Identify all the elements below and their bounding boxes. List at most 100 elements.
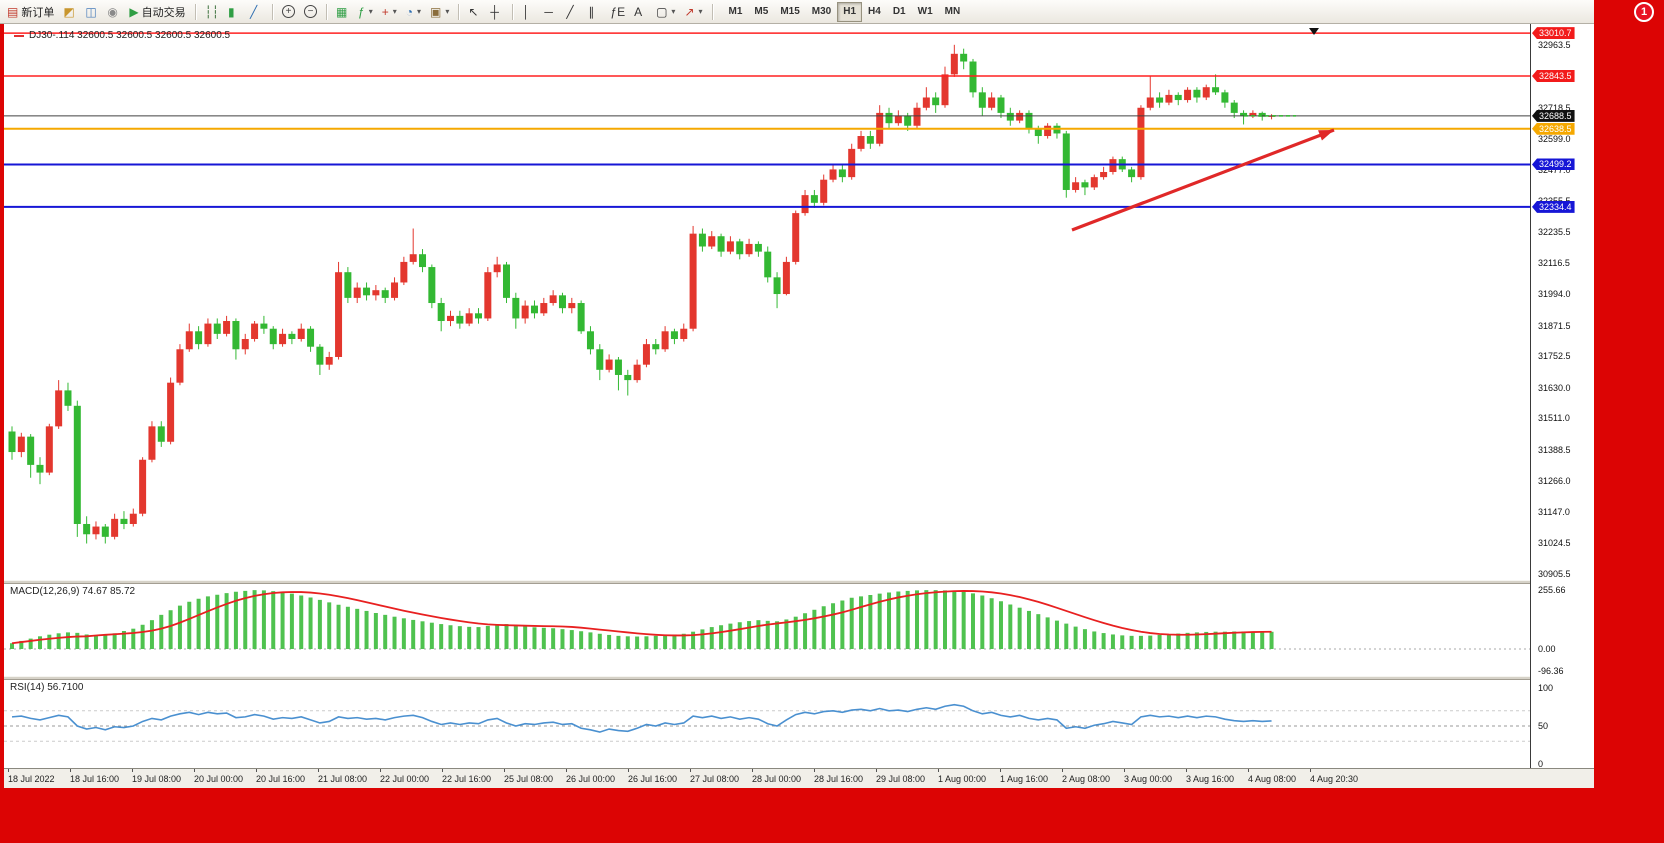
time-label: 4 Aug 08:00 <box>1248 769 1297 784</box>
notification-badge[interactable]: 1 <box>1634 2 1654 22</box>
ohlc-bars-icon-glyph: ┆┆ <box>204 4 220 19</box>
price-tick: 31871.5 <box>1538 320 1571 331</box>
timeframe-group: M1 M5 M15 M30 H1 H4 D1 W1 MN <box>723 1 967 22</box>
auto-trading-button[interactable]: ▶ 自动交易 <box>125 2 189 22</box>
add-indicator-icon[interactable]: + ▾ <box>378 2 401 22</box>
price-tick: 31147.0 <box>1538 506 1570 517</box>
trend-arrow[interactable] <box>1071 128 1335 232</box>
line-chart-icon[interactable]: ╱ <box>246 2 267 22</box>
profiles-icon[interactable]: ◫ <box>81 2 102 22</box>
line-start-marker <box>14 34 24 37</box>
fibonacci-icon[interactable]: ƒE <box>606 2 629 22</box>
time-label: 2 Aug 08:00 <box>1062 769 1111 784</box>
price-tick: 31752.5 <box>1538 351 1571 362</box>
shapes-icon[interactable]: ▢ ▾ <box>652 2 679 22</box>
time-label: 22 Jul 16:00 <box>442 769 492 784</box>
candlestick-series <box>8 44 1276 544</box>
new-order-glyph: ▤ <box>7 4 19 19</box>
ohlc-text: DJ30-.114 32600.5 32600.5 32600.5 32600.… <box>29 30 231 41</box>
macd-panel[interactable] <box>4 584 1530 676</box>
candlestick-icon-glyph: ▮ <box>228 4 235 19</box>
timeframe-m5[interactable]: M5 <box>748 2 774 22</box>
toolbar-separator <box>512 3 514 20</box>
panel-splitter[interactable] <box>4 676 1594 680</box>
zoom-out-icon[interactable]: − <box>300 2 321 22</box>
price-tick: 32235.5 <box>1538 227 1571 238</box>
price-axis[interactable]: 32963.532718.532599.032477.032355.532235… <box>1530 24 1594 769</box>
channel-icon-glyph: ∥ <box>588 4 595 19</box>
chevron-down-icon: ▾ <box>671 7 676 16</box>
periods-icon-glyph: ◔ <box>405 4 414 19</box>
cursor-icon[interactable]: ↖ <box>464 2 485 22</box>
ohlc-bars-icon[interactable]: ┆┆ <box>201 2 223 22</box>
toolbar-items: ▤ 新订单 ◩ ◫ ◉ ▶ 自动交易 ┆┆ ▮ ╱ + − ▦ ƒ ▾ + ▾ ◔ ▾ ▣ ▾ ↖ ┼ │ ─ ╱ ∥ ƒE A ▢ ▾ ↗ ▾… <box>3 1 967 22</box>
indicators-icon-glyph: ƒ <box>358 4 365 19</box>
trendline-icon[interactable]: ╱ <box>562 2 583 22</box>
vertical-line-icon[interactable]: │ <box>518 2 539 22</box>
price-tick: 32963.5 <box>1538 40 1571 51</box>
new-order-button[interactable]: ▤ 新订单 <box>3 2 58 22</box>
text-icon[interactable]: A <box>630 2 651 22</box>
timeframe-h4[interactable]: H4 <box>862 2 887 22</box>
refresh-icon[interactable]: ◉ <box>103 2 124 22</box>
chart-window: DJ30-.114 32600.5 32600.5 32600.5 32600.… <box>4 24 1594 788</box>
time-label: 26 Jul 00:00 <box>566 769 616 784</box>
zoom-in-icon[interactable]: + <box>278 2 299 22</box>
macd-axis-label: 255.66 <box>1538 585 1566 595</box>
arrows-icon[interactable]: ↗ ▾ <box>680 2 706 22</box>
trendline-icon-glyph: ╱ <box>566 4 574 19</box>
candlestick-icon[interactable]: ▮ <box>224 2 245 22</box>
indicators-icon[interactable]: ƒ ▾ <box>354 2 377 22</box>
shapes-icon-glyph: ▢ <box>656 4 668 19</box>
text-icon-glyph: A <box>634 4 643 19</box>
macd-signal-line <box>11 590 1272 645</box>
rsi-axis-label: 50 <box>1538 721 1549 731</box>
horizontal-line-icon-glyph: ─ <box>544 4 553 19</box>
price-tick: 30905.5 <box>1538 568 1571 579</box>
time-label: 20 Jul 00:00 <box>194 769 244 784</box>
macd-histogram <box>10 590 1274 649</box>
time-axis[interactable]: 18 Jul 2022 18 Jul 16:00 19 Jul 08:00 20 Ju… <box>4 768 1594 788</box>
timeframe-d1[interactable]: D1 <box>887 2 912 22</box>
macd-axis-label: 0.00 <box>1538 644 1556 654</box>
rsi-label: RSI(14) 56.7100 <box>10 682 84 693</box>
time-label: 29 Jul 08:00 <box>876 769 926 784</box>
timeframe-m15[interactable]: M15 <box>774 2 805 22</box>
price-tick: 31266.0 <box>1538 476 1571 487</box>
timeframe-w1[interactable]: W1 <box>912 2 939 22</box>
templates-icon[interactable]: ▣ ▾ <box>426 2 453 22</box>
macd-label: MACD(12,26,9) 74.67 85.72 <box>10 586 136 597</box>
time-label: 1 Aug 16:00 <box>1000 769 1049 784</box>
zoom-in-icon-glyph: + <box>282 5 296 18</box>
object-marker[interactable] <box>1309 28 1319 35</box>
tile-windows-icon[interactable]: ▦ <box>332 2 353 22</box>
periods-icon[interactable]: ◔ ▾ <box>402 2 425 22</box>
timeframe-mn[interactable]: MN <box>939 2 967 22</box>
price-tag[interactable]: 32334.4 <box>1532 200 1575 213</box>
price-tag[interactable]: 33010.7 <box>1532 27 1575 40</box>
rsi-panel[interactable] <box>4 680 1530 768</box>
price-tick: 32718.5 <box>1538 103 1571 114</box>
time-label: 28 Jul 16:00 <box>814 769 864 784</box>
candlestick-chart[interactable] <box>4 24 1530 580</box>
timeframe-m1[interactable]: M1 <box>723 2 749 22</box>
time-label: 22 Jul 00:00 <box>380 769 430 784</box>
horizontal-line-icon[interactable]: ─ <box>540 2 561 22</box>
add-indicator-icon-glyph: + <box>381 4 389 19</box>
timeframe-h1[interactable]: H1 <box>837 1 863 22</box>
price-tag[interactable]: 32638.5 <box>1532 122 1575 135</box>
panel-splitter[interactable] <box>4 580 1594 584</box>
toolbar-separator <box>326 3 328 20</box>
time-label: 28 Jul 00:00 <box>752 769 802 784</box>
crosshair-icon[interactable]: ┼ <box>486 2 507 22</box>
price-tick: 31511.0 <box>1538 413 1570 424</box>
chevron-down-icon: ▾ <box>368 7 373 16</box>
price-tick: 31994.0 <box>1538 289 1571 300</box>
chart-window-icon[interactable]: ◩ <box>59 2 80 22</box>
price-tag[interactable]: 32499.2 <box>1532 158 1575 171</box>
price-tag[interactable]: 32688.5 <box>1532 109 1575 122</box>
channel-icon[interactable]: ∥ <box>584 2 605 22</box>
templates-icon-glyph: ▣ <box>430 4 442 19</box>
timeframe-m30[interactable]: M30 <box>806 2 837 22</box>
price-tag[interactable]: 32843.5 <box>1532 70 1575 83</box>
